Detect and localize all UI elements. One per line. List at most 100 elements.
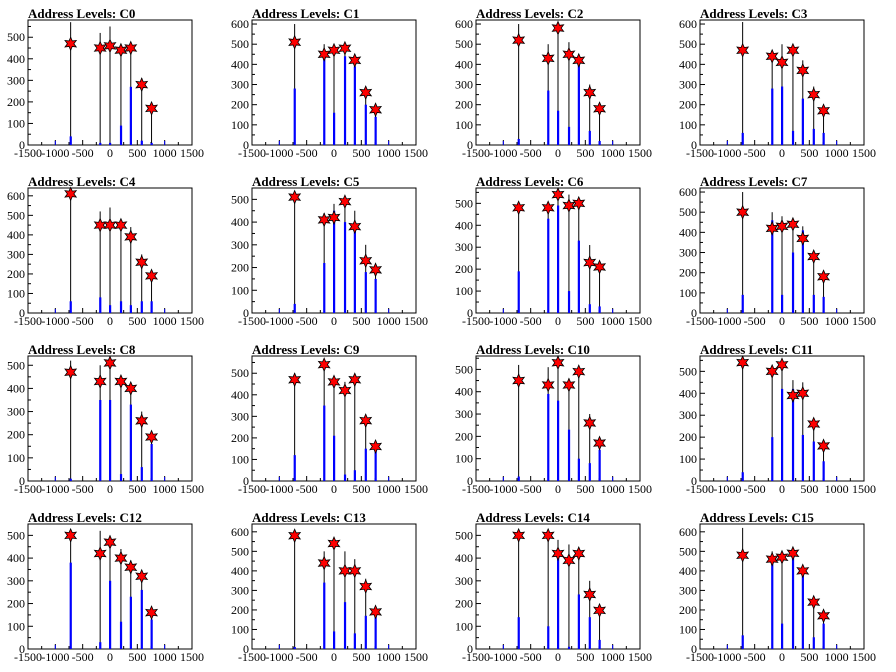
x-tick-label: 1500 [180, 482, 204, 496]
x-tick-label: 0 [331, 650, 337, 664]
chart-panel: Address Levels: C10 0 100 200 300 400 500 -1500… [455, 342, 652, 496]
y-tick-label: 100 [679, 286, 697, 300]
peak-marker [103, 217, 117, 233]
peak-marker [817, 269, 831, 285]
histogram-bar [150, 443, 153, 481]
x-tick-label: -1000 [489, 146, 517, 160]
x-tick-label: 1000 [153, 650, 177, 664]
peak-marker [583, 255, 597, 271]
y-tick-label: 600 [231, 525, 249, 539]
x-tick-label: 0 [331, 314, 337, 328]
y-tick-label: 400 [231, 564, 249, 578]
chart-title: Address Levels: C9 [252, 342, 360, 357]
chart-title: Address Levels: C12 [28, 510, 142, 525]
y-tick-label: 300 [231, 78, 249, 92]
x-tick-label: 0 [779, 314, 785, 328]
histogram-bar [517, 138, 520, 145]
y-tick-label: 500 [7, 358, 25, 372]
peak-marker [93, 546, 107, 562]
y-tick-label: 0 [243, 306, 249, 320]
histogram-bar [343, 56, 347, 145]
x-tick-label: 0 [555, 482, 561, 496]
x-tick-label: -1000 [489, 314, 517, 328]
histogram-bar [99, 642, 102, 649]
peak-marker [786, 545, 800, 561]
y-tick-label: 300 [679, 246, 697, 260]
peak-marker [93, 217, 107, 233]
peak-marker [512, 527, 526, 543]
chart-title: Address Levels: C2 [476, 6, 583, 21]
peak-marker [562, 198, 576, 214]
histogram-bar [119, 301, 123, 313]
y-tick-label: 500 [7, 208, 25, 222]
y-tick-label: 0 [19, 306, 25, 320]
x-tick-label: -1500 [14, 650, 42, 664]
x-tick-label: -500 [72, 482, 94, 496]
peak-marker [327, 536, 341, 552]
peak-marker [541, 50, 555, 66]
x-tick-label: 500 [576, 146, 594, 160]
y-tick-label: 100 [231, 622, 249, 636]
y-tick-label: 400 [679, 57, 697, 71]
histogram-bar [150, 619, 153, 649]
chart-panel: Address Levels: C13 0 100 200 300 400 500 600 -1… [231, 510, 428, 664]
histogram-bar [598, 306, 601, 313]
histogram-bar [781, 623, 784, 649]
chart-panel: Address Levels: C90100200300400500-1500-… [231, 342, 428, 496]
y-tick-label: 100 [231, 283, 249, 297]
chart-title: Address Levels: C10 [476, 342, 590, 357]
chart-panel: Address Levels: C50100200300400500-1500-… [231, 174, 428, 328]
chart-panel: Address Levels: C2 0 100 200 300 400 500 600 -15… [455, 6, 652, 160]
y-tick-label: 300 [455, 78, 473, 92]
y-tick-label: 300 [7, 405, 25, 419]
y-tick-label: 600 [679, 525, 697, 539]
histogram-bar [771, 563, 774, 649]
y-tick-label: 300 [231, 409, 249, 423]
y-tick-label: 0 [691, 474, 697, 488]
y-tick-label: 300 [679, 78, 697, 92]
peak-marker [562, 377, 576, 393]
peak-marker [817, 103, 831, 119]
histogram-bar [517, 271, 520, 313]
peak-marker [145, 100, 159, 116]
x-tick-label: -1000 [41, 650, 69, 664]
histogram-bar [812, 637, 815, 649]
y-tick-label: 300 [231, 583, 249, 597]
y-tick-label: 600 [679, 185, 697, 199]
x-tick-label: -1000 [41, 482, 69, 496]
peak-marker [369, 262, 383, 278]
histogram-bar [129, 596, 132, 649]
histogram-bar [741, 294, 744, 313]
y-tick-label: 200 [231, 603, 249, 617]
y-tick-label: 200 [455, 98, 473, 112]
y-tick-label: 200 [231, 431, 249, 445]
y-tick-label: 300 [7, 574, 25, 588]
y-tick-label: 0 [243, 642, 249, 656]
x-tick-label: 1000 [377, 650, 401, 664]
y-tick-label: 0 [691, 306, 697, 320]
peak-marker [288, 372, 302, 388]
x-tick-label: 1000 [601, 482, 625, 496]
histogram-bar [567, 291, 571, 313]
peak-marker [359, 253, 373, 269]
peak-marker [512, 373, 526, 389]
histogram-bar [69, 562, 72, 649]
histogram-bar [353, 222, 356, 313]
peak-marker [736, 204, 750, 220]
peak-marker [317, 555, 331, 571]
peak-marker [114, 373, 128, 389]
peak-marker [64, 527, 78, 543]
histogram-bar [109, 142, 112, 145]
peak-marker [145, 268, 159, 284]
x-tick-label: 1000 [825, 650, 849, 664]
histogram-bar [323, 263, 326, 313]
peak-marker [103, 355, 117, 371]
x-tick-label: -1500 [238, 314, 266, 328]
x-tick-label: 500 [128, 146, 146, 160]
peak-marker [817, 438, 831, 454]
x-tick-label: 1500 [628, 146, 652, 160]
y-tick-label: 400 [7, 52, 25, 66]
y-tick-label: 600 [231, 17, 249, 31]
y-tick-label: 300 [455, 574, 473, 588]
